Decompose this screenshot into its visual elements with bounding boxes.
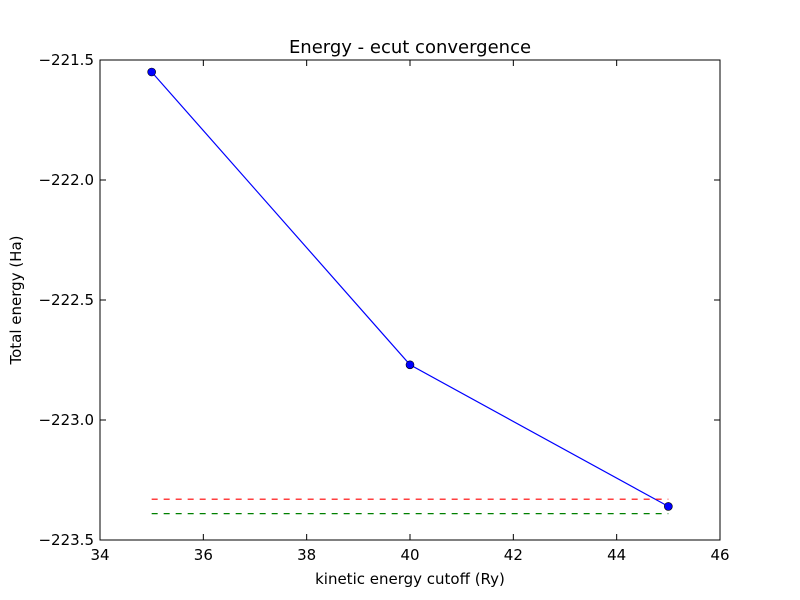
y-tick-label: −222.5 xyxy=(38,291,94,309)
chart-title: Energy - ecut convergence xyxy=(289,37,531,58)
y-tick-label: −223.5 xyxy=(38,531,94,549)
x-tick-label: 40 xyxy=(400,546,419,564)
series-0-point xyxy=(664,502,673,511)
x-tick-label: 44 xyxy=(607,546,626,564)
series-layer xyxy=(147,67,673,515)
y-tick-label: −221.5 xyxy=(38,51,94,69)
tick-layer: 34 36 38 40 42 44 46 −221.5 −222.0 −222.5 −223.0 −2… xyxy=(38,51,729,564)
y-tick-label: −222.0 xyxy=(38,171,94,189)
x-tick-label: 36 xyxy=(194,546,213,564)
plot-area xyxy=(100,60,720,540)
series-0-point xyxy=(147,67,156,77)
series-0-point xyxy=(405,360,415,370)
x-tick-label: 38 xyxy=(297,546,316,564)
x-tick-label: 42 xyxy=(504,546,523,564)
y-tick-label: −223.0 xyxy=(38,411,94,429)
x-tick-label: 46 xyxy=(710,546,729,564)
y-axis-label: Total energy (Ha) xyxy=(7,235,25,365)
x-axis-label: kinetic energy cutoff (Ry) xyxy=(315,570,505,588)
x-tick-label: 34 xyxy=(90,546,109,564)
